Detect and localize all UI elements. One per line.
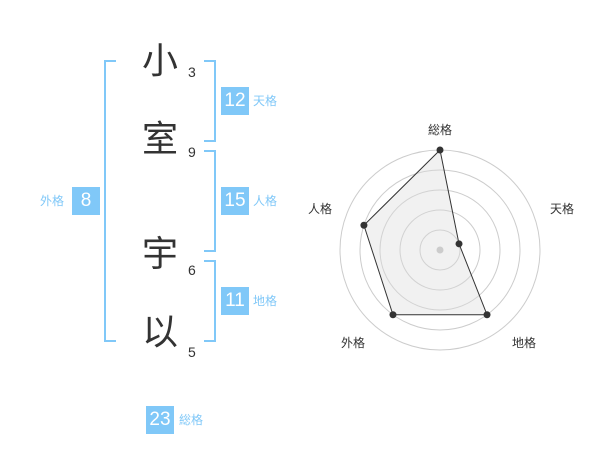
name-char-1: 小 bbox=[141, 41, 178, 82]
radar-ring bbox=[359, 169, 521, 331]
name-char-4: 以 bbox=[141, 312, 178, 353]
radar-ring bbox=[419, 229, 461, 271]
stroke-count-2: 9 bbox=[188, 144, 196, 160]
radar-point-0 bbox=[436, 146, 444, 154]
gaikaku-bracket bbox=[104, 60, 116, 342]
tenkaku-bracket bbox=[204, 60, 216, 142]
soukaku-label: 総格 bbox=[179, 413, 204, 427]
axis-label-soukaku: 総格 bbox=[428, 122, 452, 137]
tenkaku-value: 12 bbox=[221, 87, 249, 115]
tenkaku-label: 天格 bbox=[253, 94, 278, 108]
axis-label-gaikaku: 外格 bbox=[341, 335, 365, 350]
gaikaku-value: 8 bbox=[72, 187, 100, 215]
radar-area bbox=[363, 148, 488, 316]
jinkaku-bracket bbox=[204, 150, 216, 252]
radar-ring bbox=[379, 189, 501, 311]
stroke-count-1: 3 bbox=[188, 64, 196, 80]
chikaku-label: 地格 bbox=[253, 294, 278, 308]
radar-point-4 bbox=[360, 221, 368, 229]
radar-point-2 bbox=[483, 311, 491, 319]
radar-point-1 bbox=[455, 240, 463, 248]
name-char-2: 室 bbox=[141, 119, 178, 160]
soukaku-value: 23 bbox=[146, 406, 174, 434]
name-char-3: 宇 bbox=[141, 234, 178, 275]
jinkaku-value: 15 bbox=[221, 187, 249, 215]
jinkaku-label: 人格 bbox=[253, 194, 278, 208]
gaikaku-label: 外格 bbox=[40, 194, 65, 208]
chikaku-bracket bbox=[204, 260, 216, 342]
radar-center bbox=[436, 246, 444, 254]
axis-label-jinkaku: 人格 bbox=[308, 201, 332, 216]
radar-ring bbox=[399, 209, 481, 291]
axis-label-chikaku: 地格 bbox=[512, 335, 536, 350]
radar-point-3 bbox=[389, 311, 397, 319]
stroke-count-4: 5 bbox=[188, 344, 196, 360]
stroke-count-3: 6 bbox=[188, 262, 196, 278]
axis-label-tenkaku: 天格 bbox=[550, 201, 574, 216]
chikaku-value: 11 bbox=[221, 287, 249, 315]
